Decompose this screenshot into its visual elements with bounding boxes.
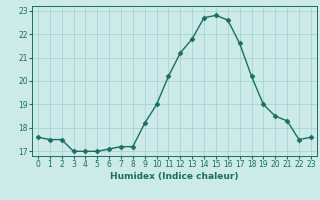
X-axis label: Humidex (Indice chaleur): Humidex (Indice chaleur) <box>110 172 239 181</box>
